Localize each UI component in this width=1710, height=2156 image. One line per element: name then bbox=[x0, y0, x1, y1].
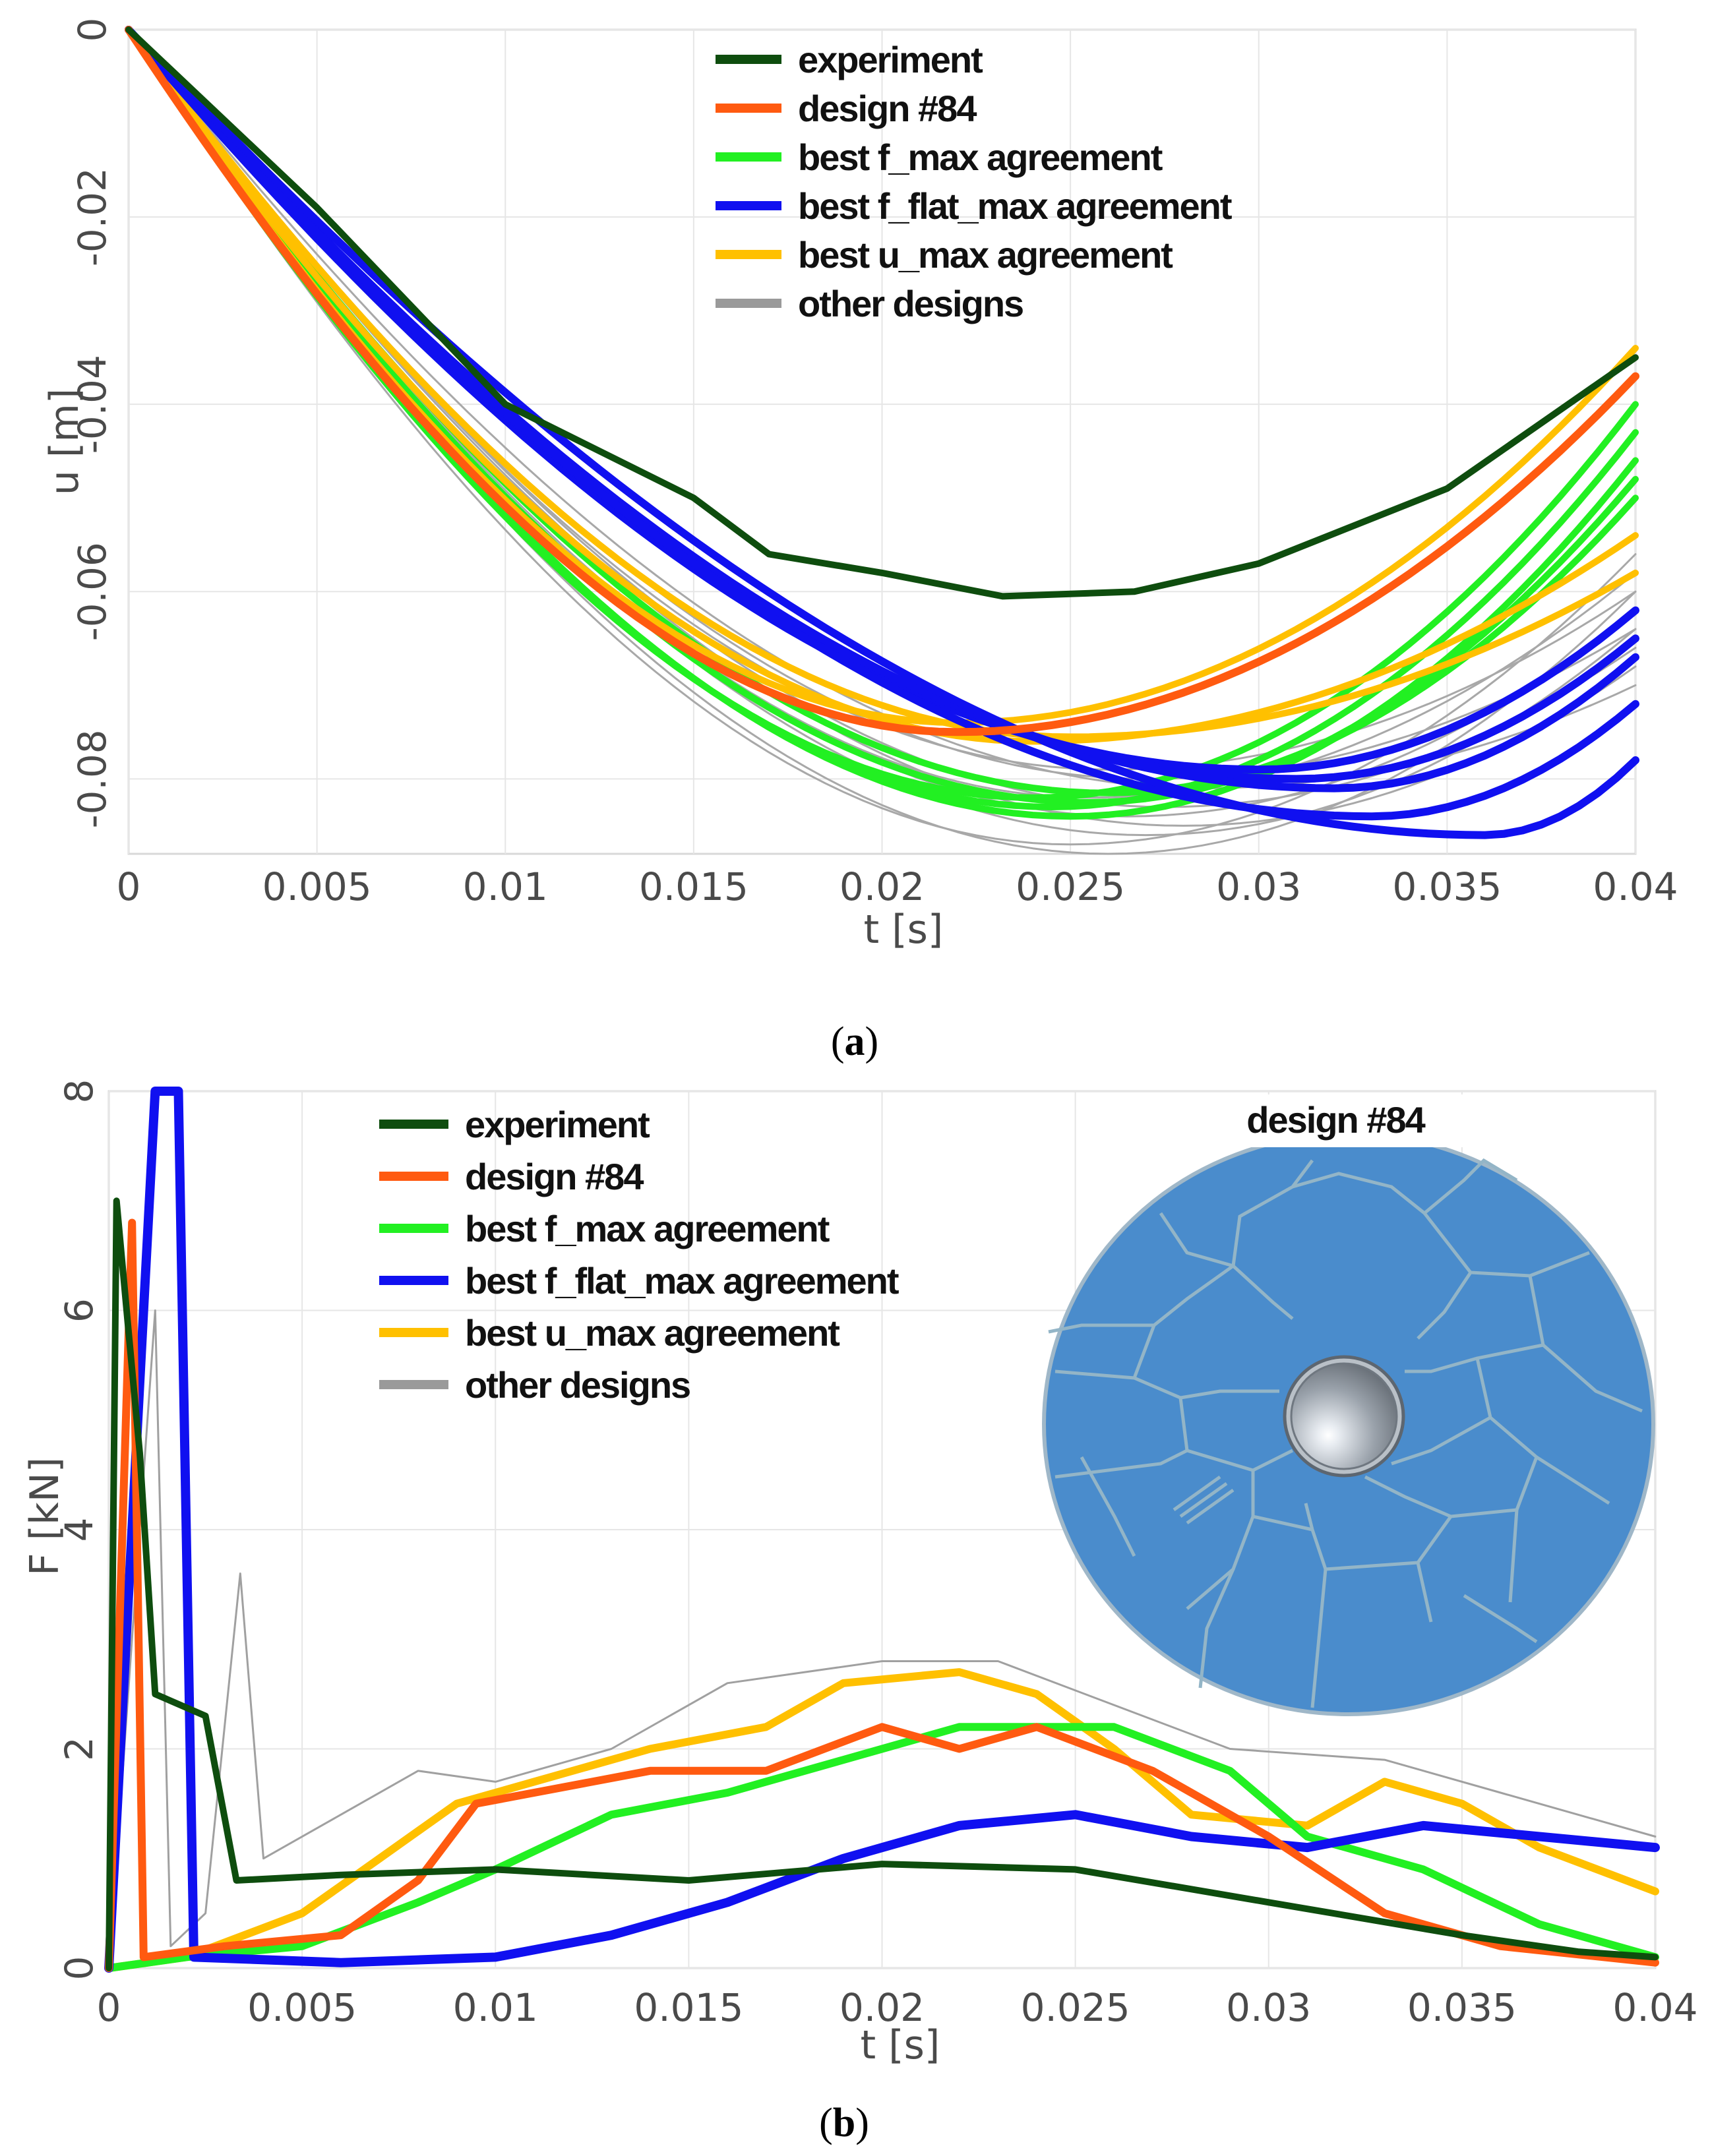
x-tick-label-6: 0.03 bbox=[1226, 1985, 1311, 2030]
panel-b-chart: 0 0.005 0.01 0.015 0.02 0.025 0.03 0.035 0.04 0 2… bbox=[22, 1079, 1698, 2068]
series-line-3-4 bbox=[125, 26, 1639, 839]
panel-b-y-label: F [kN] bbox=[22, 1457, 68, 1576]
x-tick-label-0: 0 bbox=[97, 1985, 121, 2030]
x-tick-label-3: 0.015 bbox=[634, 1985, 743, 2030]
y-tick-label-1: 2 bbox=[57, 1737, 102, 1761]
y-tick-label-3: -0.06 bbox=[70, 542, 115, 641]
panel-a-x-ticks: 0 0.005 0.01 0.015 0.02 0.025 0.03 0.035 0.04 bbox=[117, 864, 1678, 909]
series-line-2-1 bbox=[125, 26, 1639, 745]
series-line-3-0 bbox=[104, 1087, 1660, 1973]
y-tick-label-4: 8 bbox=[57, 1079, 102, 1104]
series-best-f-flat-max-agreement bbox=[125, 26, 1639, 839]
series-design-84 bbox=[125, 26, 1639, 736]
series-line-4-0 bbox=[125, 26, 1639, 736]
inset-title-box bbox=[1220, 1094, 1477, 1147]
design-84-inset: design #84 bbox=[1042, 1094, 1655, 1716]
legend-label-3: best f_flat_max agreement bbox=[798, 185, 1232, 227]
series-line-5-0 bbox=[125, 26, 1639, 600]
plate-partition-lines bbox=[1048, 1158, 1643, 1708]
series-best-f-flat-max-agreement bbox=[104, 1087, 1660, 1973]
x-tick-label-2: 0.01 bbox=[453, 1985, 538, 2030]
y-tick-label-2: -0.04 bbox=[70, 355, 115, 454]
series-line-0-3 bbox=[127, 28, 1637, 827]
panel-b-legend: experiment design #84 best f_max agreement… bbox=[379, 1104, 900, 1406]
legend-label-5: other designs bbox=[465, 1364, 690, 1406]
panel-a-caption-letter: a bbox=[845, 1019, 865, 1064]
legend-label-0: experiment bbox=[798, 39, 983, 80]
x-tick-label-5: 0.025 bbox=[1016, 864, 1125, 909]
series-best-u-max-agreement bbox=[105, 1668, 1659, 1972]
series-line-1-0 bbox=[105, 1668, 1659, 1972]
legend-label-4: best u_max agreement bbox=[465, 1312, 840, 1354]
panel-b-caption-letter: b bbox=[833, 2101, 855, 2145]
panel-a-y-label: u [m] bbox=[42, 388, 88, 495]
series-design-84 bbox=[105, 1218, 1659, 1972]
series-line-0-0 bbox=[107, 1309, 1657, 1969]
panel-b-y-ticks: 0 2 4 6 8 bbox=[57, 1079, 102, 1981]
x-tick-label-8: 0.04 bbox=[1593, 864, 1678, 909]
legend-label-1: design #84 bbox=[798, 88, 977, 129]
impactor-ball bbox=[1290, 1362, 1398, 1470]
x-tick-label-4: 0.02 bbox=[840, 864, 925, 909]
x-tick-label-7: 0.035 bbox=[1392, 864, 1502, 909]
panel-a-y-ticks: 0 -0.02 -0.04 -0.06 -0.08 bbox=[70, 18, 115, 829]
x-tick-label-8: 0.04 bbox=[1612, 1985, 1697, 2030]
legend-label-2: best f_max agreement bbox=[465, 1208, 830, 1249]
legend-label-1: design #84 bbox=[465, 1156, 644, 1197]
y-tick-label-4: -0.08 bbox=[70, 729, 115, 828]
x-tick-label-5: 0.025 bbox=[1021, 1985, 1130, 2030]
y-tick-label-1: -0.02 bbox=[70, 167, 115, 266]
inset-title: design #84 bbox=[1246, 1099, 1425, 1141]
x-tick-label-0: 0 bbox=[117, 864, 141, 909]
panel-b-curves bbox=[104, 1087, 1660, 1973]
panel-a-x-label: t [s] bbox=[864, 907, 944, 953]
panel-a-legend: experiment design #84 best f_max agreement… bbox=[716, 39, 1233, 324]
series-line-3-3 bbox=[125, 26, 1639, 821]
series-experiment bbox=[106, 1197, 1659, 1971]
x-tick-label-6: 0.03 bbox=[1216, 864, 1301, 909]
legend-label-3: best f_flat_max agreement bbox=[465, 1260, 899, 1302]
panel-b-x-ticks: 0 0.005 0.01 0.015 0.02 0.025 0.03 0.035 0.04 bbox=[97, 1985, 1698, 2030]
series-experiment bbox=[125, 26, 1639, 600]
series-other-designs bbox=[107, 1309, 1657, 1969]
panel-b-caption: (b) bbox=[819, 2101, 869, 2145]
y-tick-label-0: 0 bbox=[57, 1956, 102, 1981]
x-tick-label-7: 0.035 bbox=[1407, 1985, 1517, 2030]
panel-a-curves bbox=[125, 26, 1639, 855]
y-tick-label-2: 4 bbox=[57, 1518, 102, 1542]
panel-a-chart: 0 0.005 0.01 0.015 0.02 0.025 0.03 0.035 0.04 0-… bbox=[42, 18, 1678, 953]
x-tick-label-3: 0.015 bbox=[639, 864, 748, 909]
series-line-2-2 bbox=[125, 26, 1639, 740]
legend-label-0: experiment bbox=[465, 1104, 650, 1145]
series-line-1-3 bbox=[125, 26, 1639, 806]
legend-label-4: best u_max agreement bbox=[798, 234, 1173, 276]
panel-a-caption: (a) bbox=[831, 1019, 878, 1064]
panel-b-x-label: t [s] bbox=[861, 2022, 940, 2068]
x-tick-label-1: 0.005 bbox=[247, 1985, 357, 2030]
y-tick-label-0: 0 bbox=[70, 18, 115, 42]
legend-label-2: best f_max agreement bbox=[798, 136, 1163, 178]
y-tick-label-3: 6 bbox=[57, 1298, 102, 1323]
x-tick-label-1: 0.005 bbox=[262, 864, 372, 909]
legend-label-5: other designs bbox=[798, 283, 1023, 324]
series-line-5-0 bbox=[106, 1197, 1659, 1971]
x-tick-label-2: 0.01 bbox=[463, 864, 548, 909]
x-tick-label-4: 0.02 bbox=[840, 1985, 925, 2030]
series-line-4-0 bbox=[105, 1218, 1659, 1972]
